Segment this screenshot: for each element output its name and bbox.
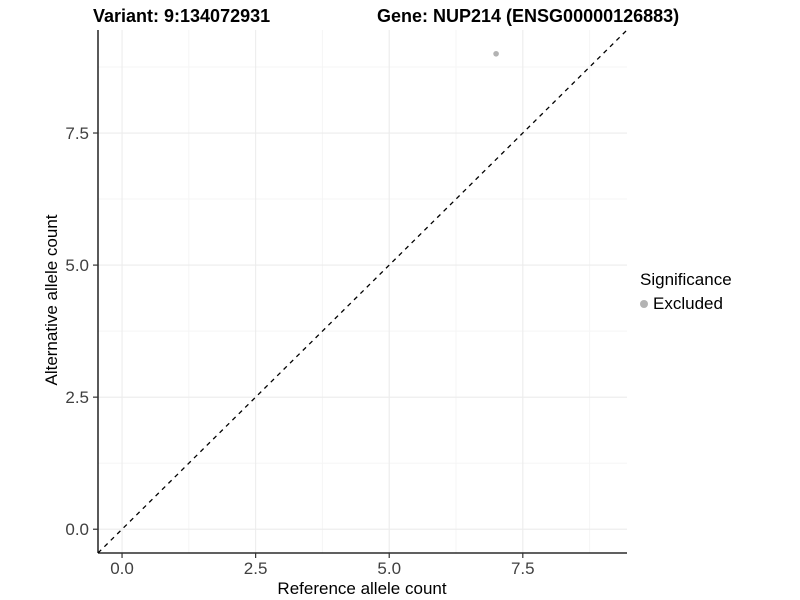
data-point — [493, 50, 499, 57]
x-tick-label: 5.0 — [377, 559, 401, 578]
x-tick-label: 0.0 — [110, 559, 134, 578]
variant-title: Variant: 9:134072931 — [93, 6, 271, 26]
y-tick-label: 0.0 — [65, 520, 89, 539]
identity-dashed-line — [98, 30, 627, 553]
x-tick-label: 2.5 — [244, 559, 268, 578]
legend-item-excluded: Excluded — [640, 294, 732, 314]
legend-title: Significance — [640, 270, 732, 289]
x-axis-title: Reference allele count — [277, 579, 447, 598]
y-tick-label: 7.5 — [65, 124, 89, 143]
legend: Significance Excluded — [640, 270, 732, 314]
y-tick-label: 5.0 — [65, 256, 89, 275]
excluded-point-icon — [640, 300, 648, 308]
gene-title: Gene: NUP214 (ENSG00000126883) — [377, 6, 680, 26]
x-tick-label: 7.5 — [511, 559, 535, 578]
y-tick-label: 2.5 — [65, 388, 89, 407]
legend-item-label: Excluded — [653, 294, 723, 313]
